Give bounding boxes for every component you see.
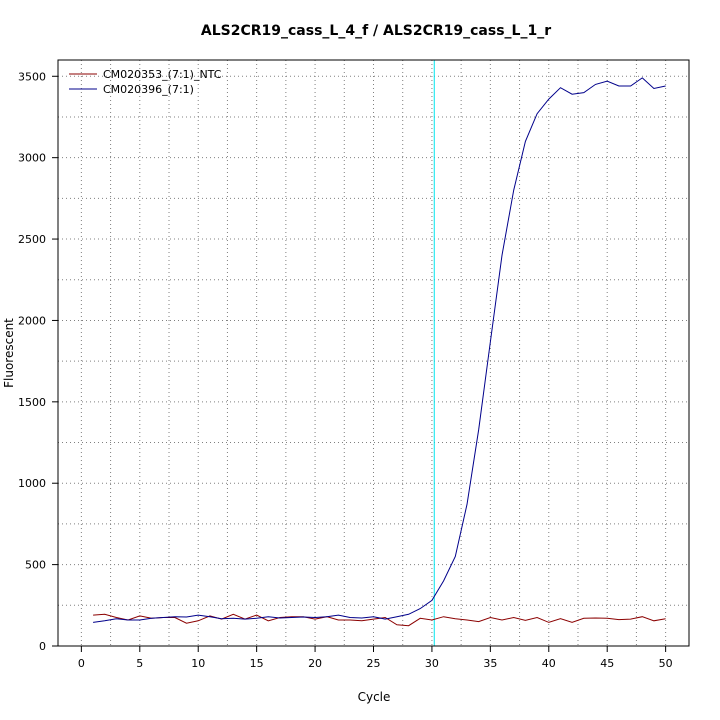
- x-tick-label: 20: [308, 657, 322, 670]
- axes: 0 5 10 15 20 25 30 35 40 45 5005001000150020002500…: [18, 70, 673, 670]
- x-tick-label: 40: [542, 657, 556, 670]
- x-tick-label: 35: [483, 657, 497, 670]
- legend: CM020353_(7:1)_NTC CM020396_(7:1): [69, 68, 222, 96]
- y-tick-label: 1000: [18, 477, 46, 490]
- y-tick-label: 3500: [18, 70, 46, 83]
- y-tick-label: 2000: [18, 314, 46, 327]
- y-tick-label: 0: [39, 640, 46, 653]
- legend-label-ntc: CM020353_(7:1)_NTC: [103, 68, 222, 81]
- x-tick-label: 30: [425, 657, 439, 670]
- x-tick-label: 0: [78, 657, 85, 670]
- x-tick-label: 25: [367, 657, 381, 670]
- chart-title: ALS2CR19_cass_L_4_f / ALS2CR19_cass_L_1_…: [201, 23, 551, 39]
- legend-label-sample: CM020396_(7:1): [103, 83, 194, 96]
- y-tick-label: 1500: [18, 396, 46, 409]
- grid: [58, 60, 689, 646]
- x-tick-label: 45: [600, 657, 614, 670]
- plot-frame: [57, 59, 690, 647]
- x-tick-label: 50: [659, 657, 673, 670]
- y-axis-title: Fluorescent: [2, 318, 16, 388]
- y-tick-label: 500: [25, 559, 46, 572]
- series-line-1: [93, 77, 666, 623]
- x-tick-label: 5: [136, 657, 143, 670]
- y-tick-label: 3000: [18, 152, 46, 165]
- y-tick-label: 2500: [18, 233, 46, 246]
- x-tick-label: 10: [191, 657, 205, 670]
- series-line-0: [93, 613, 666, 627]
- x-axis-title: Cycle: [358, 690, 391, 704]
- series-group: [93, 77, 666, 627]
- x-tick-label: 15: [250, 657, 264, 670]
